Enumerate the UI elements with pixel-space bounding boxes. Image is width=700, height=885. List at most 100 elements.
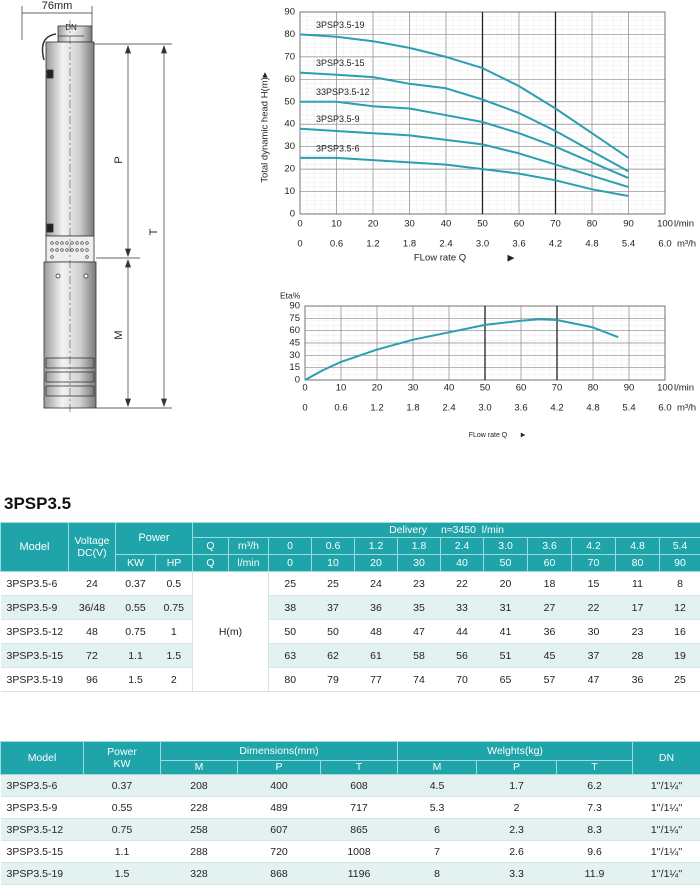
x-tick-label: 50	[480, 383, 491, 394]
header-text: Delivery	[389, 524, 427, 536]
head-cell: 24	[355, 572, 398, 596]
x-tick-label: 100	[657, 219, 673, 230]
dn-cell: 1''/1¼''	[633, 797, 700, 819]
cell: 0.75	[116, 620, 156, 644]
x-tick-label: 40	[444, 383, 455, 394]
x2-tick-label: 1.8	[403, 239, 416, 250]
dimension-cell: 258	[161, 819, 238, 841]
head-cell: 56	[441, 644, 484, 668]
head-cell: 30	[572, 620, 616, 644]
header-cell: Power	[116, 523, 193, 555]
header-cell: 1.2	[355, 538, 398, 555]
model-cell: 3PSP3.5-12	[1, 620, 69, 644]
head-cell: 57	[528, 668, 572, 692]
y-tick-label: 20	[284, 164, 295, 175]
p-label: P	[113, 156, 125, 163]
section-title: 3PSP3.5	[4, 494, 71, 514]
cell: 0.55	[116, 596, 156, 620]
cell: 48	[69, 620, 116, 644]
curve-label: 3PSP3.5-9	[316, 114, 360, 124]
weight-cell: 5.3	[398, 797, 477, 819]
header-cell: 3.6	[528, 538, 572, 555]
head-cell: 28	[616, 644, 660, 668]
curve-label: 33PSP3.5-12	[316, 87, 370, 97]
head-cell: 79	[312, 668, 355, 692]
header-cell: Model	[1, 742, 84, 775]
dimension-cell: 1008	[321, 841, 398, 863]
dn-cell: 1''/1¼''	[633, 841, 700, 863]
header-text: n≈3450 l/min	[441, 524, 504, 536]
x2-unit: m³/h	[677, 239, 696, 250]
x-tick-label: 20	[372, 383, 383, 394]
header-cell: 50	[484, 555, 528, 572]
x2-tick-label: 4.2	[549, 239, 562, 250]
head-label: H(m)	[193, 572, 269, 692]
head-cell: 47	[572, 668, 616, 692]
x2-tick-label: 4.8	[586, 403, 599, 414]
x2-tick-label: 3.0	[476, 239, 489, 250]
head-cell: 25	[269, 572, 312, 596]
header-cell: T	[557, 761, 633, 775]
x-tick-label: 60	[516, 383, 527, 394]
model-cell: 3PSP3.5-9	[1, 797, 84, 819]
model-cell: 3PSP3.5-15	[1, 841, 84, 863]
head-cell: 37	[312, 596, 355, 620]
cell: 1.5	[84, 863, 161, 885]
head-cell: 23	[616, 620, 660, 644]
model-cell: 3PSP3.5-19	[1, 668, 69, 692]
cell: 36/48	[69, 596, 116, 620]
dimension-cell: 868	[238, 863, 321, 885]
model-cell: 3PSP3.5-12	[1, 819, 84, 841]
dimension-cell: 400	[238, 775, 321, 797]
header-cell: 40	[441, 555, 484, 572]
weight-cell: 8	[398, 863, 477, 885]
weight-cell: 4.5	[398, 775, 477, 797]
head-cell: 11	[616, 572, 660, 596]
head-cell: 47	[398, 620, 441, 644]
y-axis-label: Eta%	[280, 290, 301, 300]
cell: 1.5	[116, 668, 156, 692]
x-tick-label: 30	[408, 383, 419, 394]
t-label: T	[148, 228, 160, 235]
head-cell: 23	[398, 572, 441, 596]
axis-arrow: ▶	[508, 252, 515, 262]
head-cell: 20	[484, 572, 528, 596]
weight-cell: 7	[398, 841, 477, 863]
header-cell: P	[477, 761, 557, 775]
x-tick-label: 80	[587, 219, 598, 230]
dimension-cell: 228	[161, 797, 238, 819]
cell: 72	[69, 644, 116, 668]
header-cell: 80	[616, 555, 660, 572]
x-tick-label: 30	[404, 219, 415, 230]
weight-cell: 6.2	[557, 775, 633, 797]
dimension-cell: 608	[321, 775, 398, 797]
head-cell: 50	[312, 620, 355, 644]
head-cell: 41	[484, 620, 528, 644]
weight-cell: 8.3	[557, 819, 633, 841]
dimension-cell: 489	[238, 797, 321, 819]
dimension-cell: 1196	[321, 863, 398, 885]
cell: 0.37	[84, 775, 161, 797]
y-tick-label: 75	[289, 313, 300, 324]
head-cell: 36	[616, 668, 660, 692]
x2-tick-label: 6.0	[658, 403, 671, 414]
header-cell: Q	[193, 538, 229, 555]
dimension-cell: 208	[161, 775, 238, 797]
head-cell: 25	[660, 668, 700, 692]
m-label: M	[113, 330, 125, 339]
header-cell: M	[398, 761, 477, 775]
header-cell: 2.4	[441, 538, 484, 555]
y-tick-label: 0	[295, 375, 300, 386]
x2-tick-label: 6.0	[658, 239, 671, 250]
y-tick-label: 30	[284, 141, 295, 152]
x2-tick-label: 5.4	[622, 239, 635, 250]
x-unit: l/min	[674, 383, 694, 394]
header-cell: 4.2	[572, 538, 616, 555]
diameter-label: 76mm	[42, 0, 73, 12]
header-cell: 90	[660, 555, 700, 572]
